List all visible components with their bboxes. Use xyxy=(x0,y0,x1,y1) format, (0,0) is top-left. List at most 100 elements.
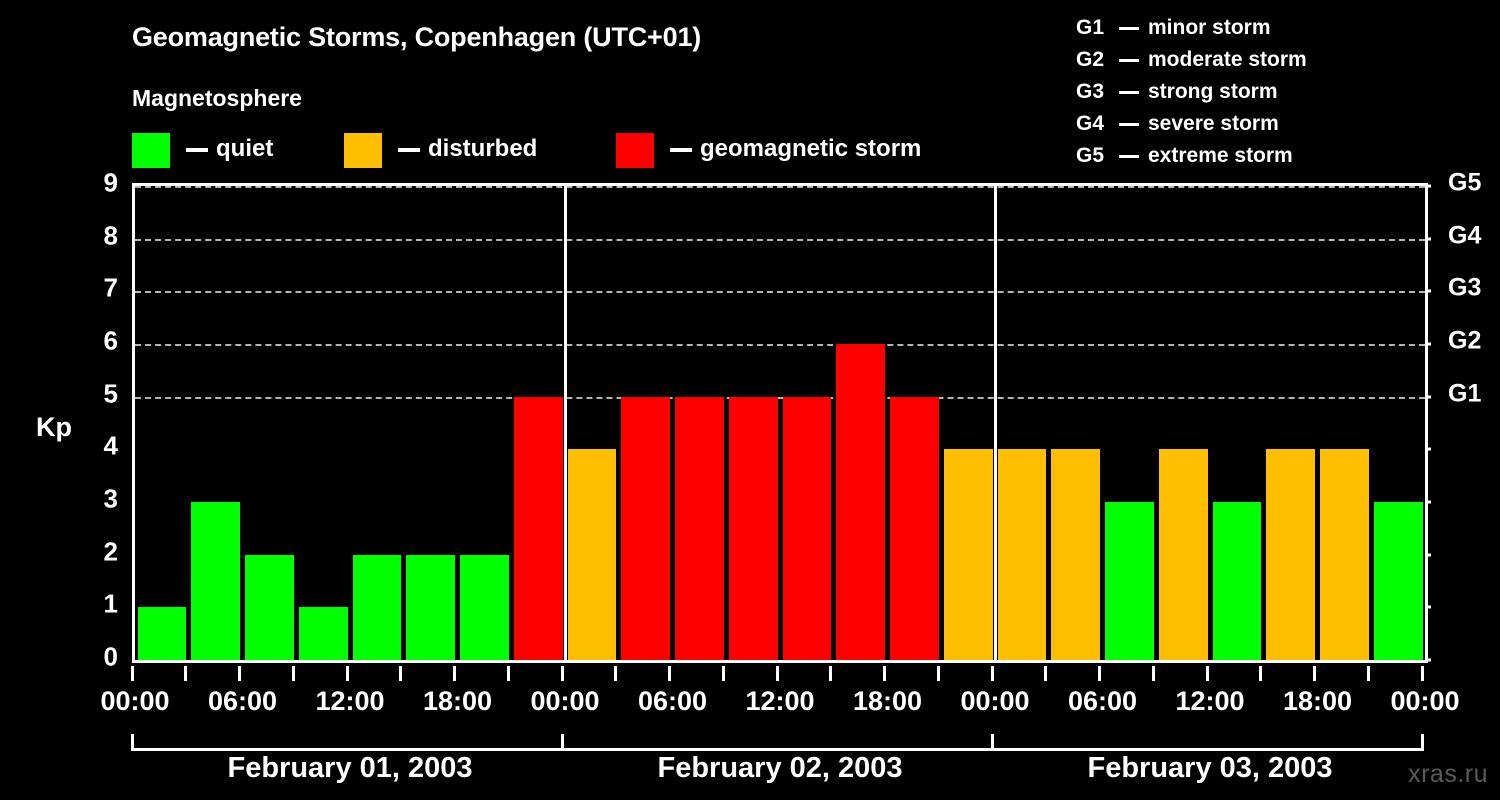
legend-label-quiet: quiet xyxy=(216,135,274,162)
g-scale-code: G3 xyxy=(1076,80,1105,103)
bar xyxy=(1105,502,1154,660)
legend-item-disturbed: disturbed xyxy=(344,132,537,168)
chart-plot-area xyxy=(132,183,1428,663)
x-axis-tick xyxy=(936,666,940,681)
x-axis-tick xyxy=(990,666,994,681)
bar xyxy=(943,449,993,660)
y-axis-label-7: 7 xyxy=(103,272,118,303)
watermark: xras.ru xyxy=(1408,760,1488,788)
g-axis-label-g3: G3 xyxy=(1448,273,1482,302)
bar xyxy=(513,396,563,660)
g-scale-code: G2 xyxy=(1076,48,1105,71)
bar xyxy=(836,344,885,660)
g-scale-row-g4: G4 severe storm xyxy=(1076,108,1307,140)
y-axis-title: Kp xyxy=(36,412,72,442)
page-title: Geomagnetic Storms, Copenhagen (UTC+01) xyxy=(132,22,702,52)
x-axis-tick xyxy=(345,666,349,681)
bar xyxy=(567,449,617,660)
x-axis-tick xyxy=(560,666,564,681)
y-axis-label-1: 1 xyxy=(103,588,118,619)
gridline-kp-8 xyxy=(135,238,1425,241)
x-axis-tick xyxy=(506,666,510,681)
x-axis-label: 18:00 xyxy=(1282,686,1353,716)
day-separator-2 xyxy=(993,186,997,660)
x-axis-tick xyxy=(668,666,671,681)
x-axis-label: 00:00 xyxy=(100,686,170,716)
x-axis-label: 12:00 xyxy=(745,686,815,716)
x-axis-tick xyxy=(238,666,241,681)
gridline-kp-9 xyxy=(135,186,1425,188)
legend-swatch-storm xyxy=(616,132,654,168)
g-scale-dash-icon xyxy=(1119,154,1139,158)
bar xyxy=(890,396,939,660)
x-axis-label: 06:00 xyxy=(207,686,278,716)
gridline-kp-5 xyxy=(135,396,1425,399)
g-scale-row-g1: G1 minor storm xyxy=(1076,12,1307,44)
y-axis-label-5: 5 xyxy=(103,378,118,409)
x-axis-tick xyxy=(130,666,134,681)
g-axis-label-g1: G1 xyxy=(1448,379,1482,408)
x-axis-label: 00:00 xyxy=(1390,686,1460,716)
day-label: February 02, 2003 xyxy=(657,752,903,784)
y-axis-label-3: 3 xyxy=(103,483,118,514)
bar xyxy=(782,396,832,660)
g-scale-code: G5 xyxy=(1076,144,1105,167)
legend-swatch-quiet xyxy=(132,132,170,168)
gridline-kp-7 xyxy=(135,291,1425,294)
g-axis-labels: G1 G2 G3 G4 G5 xyxy=(1448,169,1500,663)
day-labels: February 01, 2003 February 02, 2003 Februa… xyxy=(0,752,1500,796)
x-axis-label: 00:00 xyxy=(530,686,600,716)
x-axis-tick xyxy=(453,666,456,681)
x-axis-label: 00:00 xyxy=(960,686,1030,716)
x-axis-label: 18:00 xyxy=(852,686,923,716)
g-scale-row-g3: G3 strong storm xyxy=(1076,76,1307,108)
bar xyxy=(1266,449,1315,660)
y-axis-label-9: 9 xyxy=(103,167,118,198)
y-axis-label-4: 4 xyxy=(103,430,118,461)
x-axis-tick xyxy=(184,666,188,681)
x-axis-label: 06:00 xyxy=(1067,686,1138,716)
x-axis-tick xyxy=(1098,666,1101,681)
y-axis-label-6: 6 xyxy=(103,325,118,356)
y-axis-label-0: 0 xyxy=(103,641,118,672)
legend-dash-icon xyxy=(670,148,692,152)
legend-swatch-disturbed xyxy=(344,132,382,168)
legend-label-disturbed: disturbed xyxy=(428,135,538,162)
g-scale-dash-icon xyxy=(1119,26,1139,30)
x-axis-tick xyxy=(1151,666,1155,681)
x-axis-tick xyxy=(721,666,725,681)
x-axis-label: 06:00 xyxy=(637,686,708,716)
x-axis-tick xyxy=(1366,666,1370,681)
legend-item-quiet: quiet xyxy=(132,132,273,168)
g-scale-row-g2: G2 moderate storm xyxy=(1076,44,1307,76)
g-scale-row-g5: G5 extreme storm xyxy=(1076,140,1307,172)
bar xyxy=(621,396,670,660)
day-bracket-end xyxy=(990,734,994,751)
x-axis-tick xyxy=(291,666,295,681)
x-axis-tick xyxy=(614,666,618,681)
g-scale-dash-icon xyxy=(1119,122,1139,126)
bar xyxy=(406,554,455,660)
day-brackets xyxy=(130,734,1428,756)
bar-series xyxy=(135,186,1425,660)
g-scale-legend: G1 minor storm G2 moderate storm G3 strong st… xyxy=(1076,12,1307,172)
bar xyxy=(1320,449,1369,660)
g-scale-description: minor storm xyxy=(1148,16,1271,39)
legend-label-storm: geomagnetic storm xyxy=(700,135,922,162)
y-axis-labels: 0 1 2 3 4 5 6 7 8 9 xyxy=(72,168,118,672)
x-axis-label: 18:00 xyxy=(422,686,493,716)
g-axis-label-g2: G2 xyxy=(1448,326,1482,355)
x-axis-ticks xyxy=(130,666,1428,682)
day-bracket-end xyxy=(560,734,564,751)
bar xyxy=(191,502,240,660)
gridline-kp-6 xyxy=(135,344,1425,346)
y-axis-label-8: 8 xyxy=(103,220,118,251)
x-axis-label: 12:00 xyxy=(315,686,385,716)
bar xyxy=(1051,449,1100,660)
bar xyxy=(245,554,294,660)
bar xyxy=(352,554,402,660)
legend-item-storm: geomagnetic storm xyxy=(616,132,921,168)
bar xyxy=(460,554,509,660)
g-axis-label-g4: G4 xyxy=(1448,221,1482,250)
g-axis-label-g5: G5 xyxy=(1448,168,1482,197)
